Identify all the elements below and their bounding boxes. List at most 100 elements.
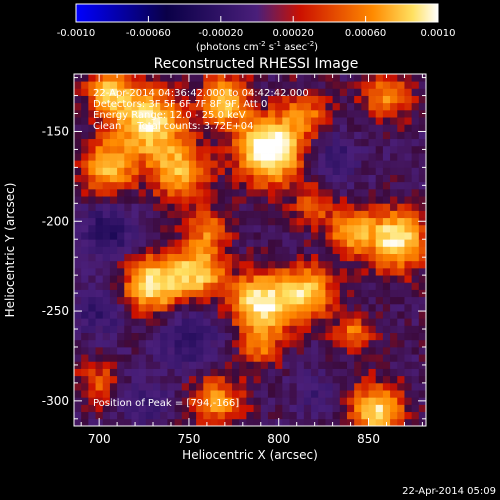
heatmap-cell (167, 124, 175, 132)
heatmap-cell (282, 346, 290, 355)
heatmap-cell (232, 196, 240, 204)
heatmap-cell (232, 74, 240, 82)
heatmap-cell (81, 382, 89, 391)
heatmap-cell (346, 81, 355, 89)
heatmap-cell (390, 390, 398, 398)
heatmap-cell (275, 275, 283, 283)
heatmap-cell (404, 361, 413, 369)
heatmap-cell (390, 174, 398, 183)
heatmap-cell (411, 246, 420, 254)
heatmap-cell (74, 318, 82, 326)
heatmap-cell (282, 117, 290, 125)
heatmap-cell (318, 246, 326, 254)
heatmap-cell (181, 354, 190, 362)
heatmap-cell (318, 267, 326, 276)
heatmap-cell (145, 361, 154, 369)
heatmap-cell (339, 260, 348, 269)
heatmap-cell (131, 303, 140, 312)
heatmap-cell (145, 196, 154, 204)
heatmap-cell (81, 145, 89, 154)
heatmap-cell (296, 196, 305, 204)
heatmap-cell (153, 167, 161, 175)
heatmap-cell (117, 160, 125, 168)
heatmap-cell (181, 102, 190, 111)
heatmap-cell (210, 81, 219, 89)
heatmap-cell (275, 325, 283, 334)
heatmap-cell (375, 354, 384, 362)
heatmap-cell (325, 217, 334, 226)
heatmap-cell (81, 318, 89, 326)
heatmap-cell (167, 332, 175, 341)
heatmap-cell (382, 153, 391, 161)
x-tick-label: 750 (177, 432, 200, 446)
heatmap-cell (375, 117, 384, 125)
heatmap-cell (325, 188, 334, 197)
heatmap-cell (253, 131, 262, 140)
heatmap-cell (246, 109, 254, 118)
heatmap-cell (354, 325, 362, 334)
heatmap-cell (239, 203, 247, 211)
heatmap-cell (239, 239, 247, 247)
heatmap-cell (88, 368, 96, 377)
heatmap-cell (239, 282, 247, 290)
heatmap-cell (382, 354, 391, 362)
heatmap-cell (346, 196, 355, 204)
heatmap-cell (296, 203, 305, 211)
heatmap-cell (411, 375, 420, 384)
heatmap-cell (239, 289, 247, 298)
heatmap-cell (296, 81, 305, 89)
heatmap-cell (390, 224, 398, 233)
heatmap-cell (246, 303, 254, 312)
heatmap-cell (117, 339, 125, 348)
heatmap-cell (239, 303, 247, 312)
heatmap-cell (318, 224, 326, 233)
heatmap-cell (354, 361, 362, 369)
heatmap-cell (102, 224, 111, 233)
heatmap-cell (397, 203, 405, 211)
heatmap-cell (267, 167, 276, 175)
heatmap-cell (404, 217, 413, 226)
heatmap-cell (88, 311, 96, 319)
heatmap-cell (81, 81, 89, 89)
heatmap-cell (239, 117, 247, 125)
heatmap-cell (196, 325, 204, 334)
heatmap-cell (382, 390, 391, 398)
heatmap-cell (267, 318, 276, 326)
heatmap-cell (296, 303, 305, 312)
heatmap-cell (224, 260, 233, 269)
heatmap-cell (296, 246, 305, 254)
heatmap-cell (368, 131, 377, 140)
heatmap-cell (275, 354, 283, 362)
heatmap-cell (181, 361, 190, 369)
heatmap-cell (282, 303, 290, 312)
heatmap-cell (217, 346, 226, 355)
colorbar-unit-exp1: -2 (259, 40, 266, 48)
heatmap-cell (88, 332, 96, 341)
heatmap-cell (303, 217, 312, 226)
heatmap-cell (138, 296, 147, 305)
heatmap-cell (174, 203, 183, 211)
heatmap-cell (239, 210, 247, 219)
heatmap-cell (181, 188, 190, 197)
heatmap-cell (282, 354, 290, 362)
heatmap-cell (282, 232, 290, 240)
heatmap-cell (145, 275, 154, 283)
heatmap-cell (303, 203, 312, 211)
heatmap-cell (102, 303, 111, 312)
heatmap-cell (418, 124, 427, 132)
heatmap-cell (418, 224, 427, 233)
heatmap-cell (153, 203, 161, 211)
heatmap-cell (311, 346, 319, 355)
heatmap-cell (239, 260, 247, 269)
heatmap-cell (418, 210, 427, 219)
heatmap-cell (368, 174, 377, 183)
heatmap-cell (311, 95, 319, 104)
heatmap-cell (267, 296, 276, 305)
heatmap-cell (153, 81, 161, 89)
heatmap-cell (145, 368, 154, 377)
heatmap-cell (318, 210, 326, 219)
heatmap-cell (95, 318, 104, 326)
heatmap-cell (418, 332, 427, 341)
heatmap-cell (88, 267, 96, 276)
heatmap-cell (153, 325, 161, 334)
